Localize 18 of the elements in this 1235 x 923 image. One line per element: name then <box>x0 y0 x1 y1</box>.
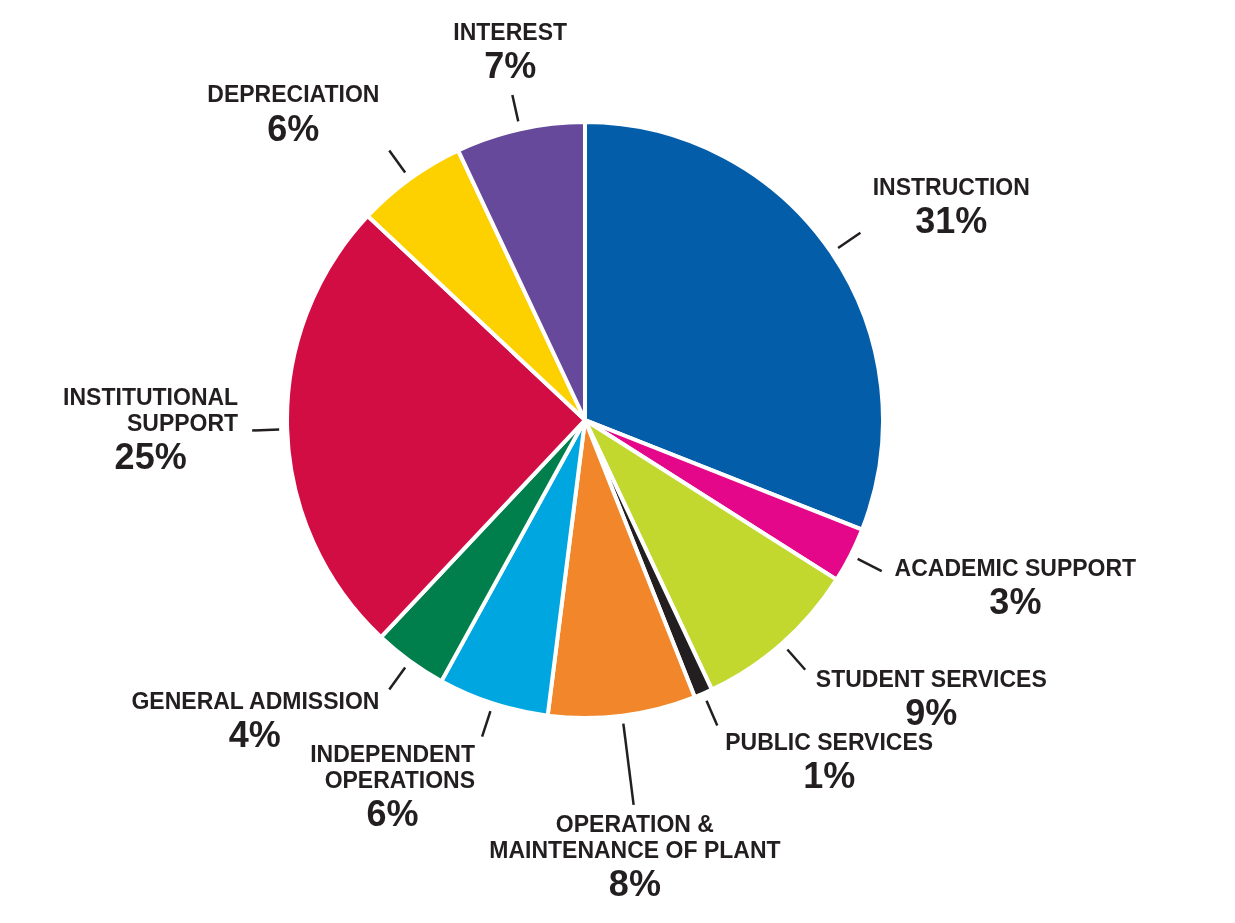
slice-label: ACADEMIC SUPPORT <box>894 555 1137 582</box>
data-label: 3% <box>989 581 1042 623</box>
data-label: 8% <box>608 863 661 905</box>
data-label: 7% <box>484 44 537 86</box>
data-label: 4% <box>228 714 281 756</box>
data-label: 1% <box>803 755 856 797</box>
data-label: 6% <box>366 792 419 834</box>
slice-label: INSTITUTIONAL SUPPORT <box>63 384 239 437</box>
slice-label: OPERATION & MAINTENANCE OF PLANT <box>489 811 781 864</box>
data-label: 6% <box>267 107 320 149</box>
slice-label: GENERAL ADMISSION <box>131 688 380 715</box>
slice-label: INTEREST <box>453 18 568 45</box>
slice-label: INDEPENDENT OPERATIONS <box>310 740 476 793</box>
slice-label: DEPRECIATION <box>207 81 380 108</box>
data-label: 31% <box>915 200 988 242</box>
data-label: 25% <box>114 436 187 478</box>
slice-label: STUDENT SERVICES <box>815 666 1047 693</box>
slice-label: INSTRUCTION <box>872 174 1030 201</box>
